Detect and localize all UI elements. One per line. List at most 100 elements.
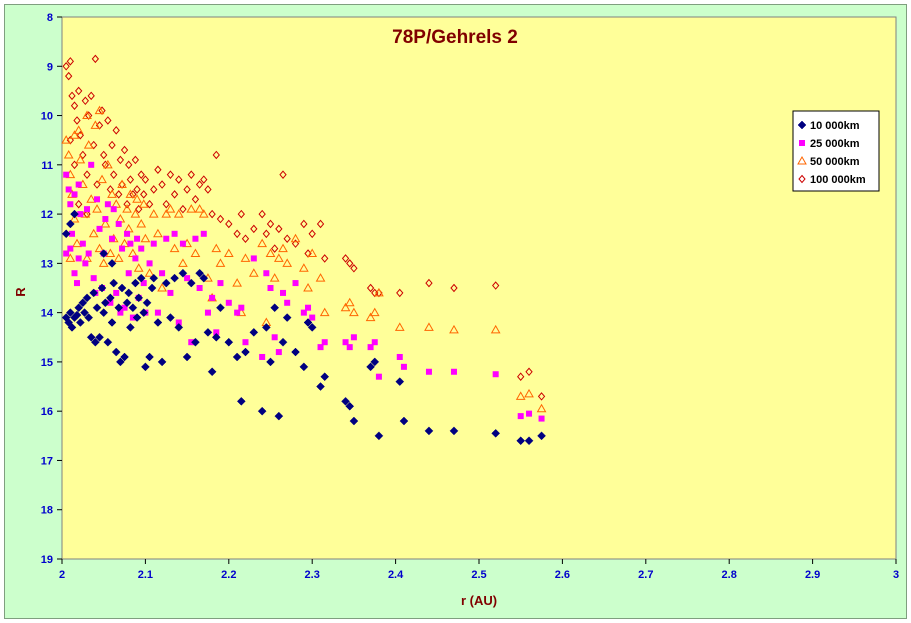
data-point [111, 347, 121, 357]
data-point [167, 289, 174, 296]
data-point [234, 309, 241, 316]
data-point [223, 248, 234, 258]
data-point [299, 362, 309, 372]
data-point [366, 283, 375, 293]
data-point [82, 110, 92, 120]
data-point [232, 352, 242, 362]
data-point [308, 229, 316, 239]
data-point [342, 339, 349, 346]
data-point [233, 229, 241, 239]
data-point [70, 160, 79, 170]
data-point [171, 230, 178, 237]
data-point [516, 436, 526, 446]
data-point [211, 332, 221, 342]
data-point [491, 429, 501, 438]
data-point [154, 309, 161, 316]
data-point [83, 209, 91, 219]
data-point [68, 91, 76, 101]
data-point [137, 170, 145, 179]
data-point [74, 303, 84, 313]
data-point [159, 270, 166, 277]
data-point [367, 344, 374, 351]
data-point [211, 243, 222, 253]
data-point [537, 392, 546, 401]
y-tick-label: 19 [41, 554, 53, 566]
data-point [320, 372, 330, 382]
data-point [125, 160, 133, 170]
data-point [110, 170, 118, 179]
data-point [93, 180, 101, 189]
data-point [190, 248, 201, 258]
data-point [449, 426, 459, 436]
data-point [191, 337, 200, 347]
data-point [425, 278, 433, 288]
data-point [303, 282, 313, 292]
data-point [319, 307, 330, 317]
data-point [195, 268, 204, 278]
data-point [154, 165, 162, 175]
data-point [525, 367, 533, 377]
data-point [449, 324, 459, 334]
data-point [133, 185, 141, 194]
data-point [119, 245, 126, 252]
data-point [90, 275, 97, 282]
data-point [63, 149, 74, 159]
data-point [283, 234, 291, 243]
data-point [90, 140, 98, 150]
data-point [450, 368, 457, 375]
y-tick-label: 15 [41, 357, 53, 369]
data-point [161, 278, 171, 288]
data-point [126, 323, 135, 332]
data-point [92, 303, 102, 313]
data-point [394, 322, 405, 331]
data-point [349, 307, 359, 317]
data-point [316, 382, 325, 391]
data-point [95, 332, 104, 342]
data-point [241, 234, 250, 243]
data-point [136, 273, 146, 283]
data-point [74, 280, 81, 287]
data-point [97, 283, 107, 293]
data-point [186, 278, 196, 288]
data-point [116, 155, 125, 165]
data-point [309, 314, 316, 321]
data-point [141, 175, 150, 184]
x-tick-label: 2.4 [388, 569, 404, 581]
data-point [94, 196, 101, 203]
data-point [275, 349, 282, 356]
data-point [104, 116, 112, 125]
data-point [79, 240, 86, 247]
data-point [65, 253, 76, 262]
data-point [250, 224, 258, 234]
data-point [216, 303, 225, 313]
data-point [424, 426, 434, 436]
data-point [187, 170, 195, 179]
data-point [117, 283, 127, 293]
data-point [100, 150, 108, 160]
data-point [370, 357, 380, 367]
data-point [170, 190, 179, 199]
data-point [61, 229, 71, 239]
data-point [103, 159, 113, 169]
data-point [515, 391, 526, 400]
y-tick-label: 11 [41, 160, 53, 172]
data-point [82, 260, 89, 267]
data-point [267, 285, 274, 291]
axis-ticks: 2 2.1 2.2 2.3 2.4 2.5 2.6 2.7 2.8 2.9 3 8 9 10 11 12 13 1… [41, 12, 899, 581]
data-point [258, 209, 266, 219]
data-point [96, 225, 103, 232]
data-point [396, 288, 404, 298]
x-tick-label: 2.7 [638, 569, 653, 581]
data-point [80, 308, 89, 317]
data-point [153, 318, 163, 327]
data-point [117, 179, 127, 189]
data-point [300, 219, 308, 229]
data-point [94, 243, 105, 253]
data-point [104, 201, 111, 208]
data-point [524, 436, 534, 446]
data-point [524, 388, 534, 398]
data-point [175, 175, 183, 184]
x-tick-label: 2 [59, 569, 65, 581]
data-point [136, 218, 147, 228]
data-point [73, 116, 81, 125]
